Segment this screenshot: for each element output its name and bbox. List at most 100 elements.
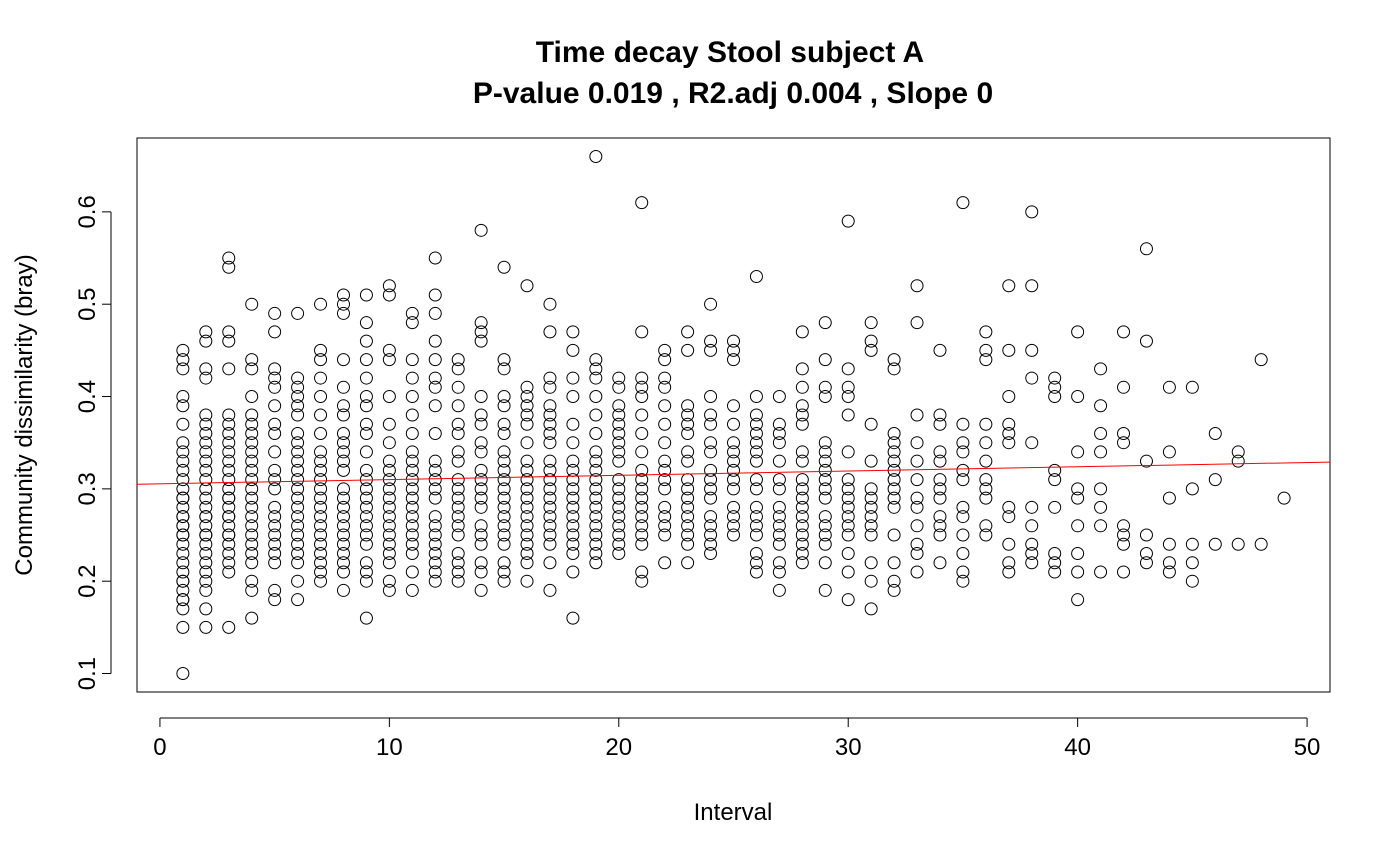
data-point — [749, 426, 763, 440]
data-point — [818, 436, 832, 450]
data-point — [795, 547, 809, 560]
data-point — [727, 399, 740, 413]
data-point — [818, 454, 832, 468]
x-axis-label: Interval — [694, 799, 773, 826]
data-point — [933, 510, 947, 524]
data-point — [1071, 593, 1085, 607]
data-point — [795, 528, 809, 542]
data-point — [359, 288, 373, 302]
data-point — [612, 510, 626, 524]
data-point — [359, 611, 373, 625]
data-point — [864, 519, 878, 533]
data-point — [933, 473, 947, 487]
data-point — [1002, 417, 1016, 431]
data-point — [451, 353, 465, 367]
data-point — [314, 473, 328, 487]
data-point — [428, 334, 442, 348]
data-point — [359, 574, 373, 588]
data-point — [245, 583, 259, 597]
data-point — [451, 565, 465, 579]
data-point — [635, 491, 649, 505]
data-point — [887, 473, 901, 487]
data-point — [795, 417, 809, 431]
data-point — [772, 482, 786, 496]
data-point — [612, 491, 626, 505]
data-point — [933, 417, 947, 431]
data-point — [405, 500, 419, 514]
data-point — [956, 547, 970, 560]
data-point — [727, 343, 740, 357]
data-point — [382, 343, 396, 357]
data-point — [704, 343, 718, 357]
data-point — [956, 528, 970, 542]
data-point — [1094, 482, 1108, 496]
data-point — [428, 482, 442, 496]
data-point — [864, 602, 878, 616]
data-point — [1094, 445, 1108, 459]
data-point — [543, 537, 557, 551]
data-point — [474, 390, 488, 404]
data-point — [405, 353, 419, 367]
data-point — [864, 528, 878, 542]
data-point — [681, 417, 695, 431]
data-point — [497, 454, 511, 468]
data-point — [314, 445, 328, 459]
data-point — [268, 445, 282, 459]
data-point — [382, 574, 396, 588]
data-point — [887, 556, 901, 570]
data-point — [176, 583, 190, 597]
data-point — [451, 473, 465, 487]
data-point — [910, 279, 924, 293]
data-point — [222, 251, 236, 265]
data-point — [199, 519, 213, 533]
data-point — [1048, 500, 1062, 514]
data-point — [841, 500, 855, 514]
data-point — [1048, 380, 1062, 394]
data-point — [520, 574, 534, 588]
data-point — [864, 556, 878, 570]
data-point — [176, 491, 190, 505]
data-point — [520, 436, 534, 450]
data-point — [1071, 565, 1085, 579]
data-point — [910, 547, 924, 560]
data-point — [566, 519, 580, 533]
data-point — [359, 426, 373, 440]
data-point — [336, 537, 350, 551]
data-point — [795, 408, 809, 422]
data-point — [1162, 537, 1176, 551]
data-point — [589, 500, 603, 514]
data-point — [612, 528, 626, 542]
data-point — [749, 565, 763, 579]
data-point — [291, 473, 305, 487]
data-point — [1048, 547, 1062, 560]
data-point — [864, 454, 878, 468]
data-point — [245, 556, 259, 570]
data-point — [1048, 556, 1062, 570]
data-point — [841, 547, 855, 560]
data-point — [291, 556, 305, 570]
data-point — [336, 565, 350, 579]
data-point — [1185, 556, 1199, 570]
data-point — [749, 417, 763, 431]
data-point — [336, 399, 350, 413]
data-point — [176, 454, 190, 468]
data-point — [474, 445, 488, 459]
data-point — [291, 454, 305, 468]
data-point — [543, 473, 557, 487]
data-point — [635, 445, 649, 459]
data-point — [222, 528, 236, 542]
data-point — [589, 454, 603, 468]
data-point — [704, 491, 718, 505]
data-point — [314, 537, 328, 551]
data-point — [979, 353, 993, 367]
data-point — [176, 602, 190, 616]
data-point — [382, 463, 396, 477]
data-point — [566, 343, 580, 357]
data-point — [199, 371, 213, 385]
data-point — [520, 510, 534, 524]
data-point — [222, 408, 236, 422]
data-point — [176, 463, 190, 477]
data-point — [681, 445, 695, 459]
data-point — [818, 316, 832, 330]
data-point — [795, 380, 809, 394]
